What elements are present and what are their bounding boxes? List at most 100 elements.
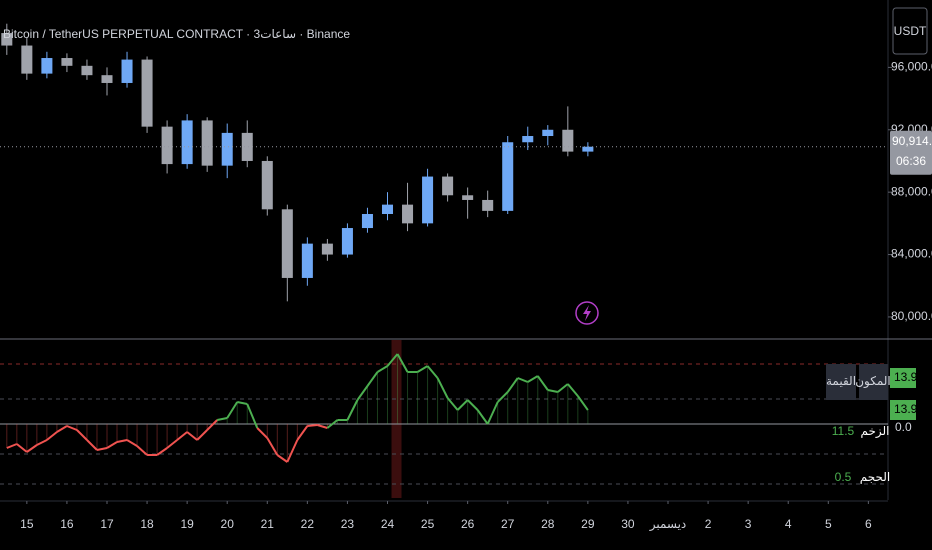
candle-body (221, 132, 233, 166)
oscillator-segment (547, 389, 559, 393)
oscillator-segment (46, 431, 58, 441)
y-tick-label: 84,000.0 (891, 247, 932, 261)
candle-body (41, 58, 53, 74)
table-header: المكون (855, 374, 891, 389)
oscillator-segment (536, 375, 549, 391)
indicator-pane (0, 340, 888, 498)
x-tick-label: 5 (825, 517, 832, 531)
x-tick-label: 15 (20, 517, 34, 531)
candle-body (462, 195, 474, 200)
candle-body (422, 176, 434, 224)
oscillator-segment (226, 401, 239, 419)
candle-body (61, 58, 73, 66)
x-tick-label: 2 (705, 517, 712, 531)
candle-body (121, 59, 133, 83)
candle-body (402, 204, 414, 224)
x-tick-label: ديسمبر (649, 517, 687, 532)
oscillator-segment (386, 353, 399, 367)
currency-label[interactable]: USDT (894, 24, 927, 38)
candle-body (21, 45, 33, 74)
candle-body (542, 129, 554, 137)
candle-body (81, 65, 93, 76)
candle-body (361, 213, 373, 229)
oscillator-segment (16, 443, 28, 453)
oscillator-segment (266, 437, 279, 456)
oscillator-segment (496, 391, 509, 403)
oscillator-segment (76, 429, 88, 441)
oscillator-segment (326, 419, 339, 429)
candle-body (482, 199, 494, 211)
axis-label: 13.9 (894, 402, 918, 416)
currency-button[interactable] (892, 7, 928, 55)
x-tick-label: 23 (341, 517, 355, 531)
table-name: الحجم (860, 470, 890, 484)
oscillator-segment (417, 365, 429, 373)
axis-label-box (890, 400, 916, 420)
oscillator-segment (517, 377, 529, 383)
oscillator-segment (237, 401, 248, 405)
countdown: 06:36 (896, 154, 926, 168)
oscillator-segment (196, 429, 208, 441)
oscillator-segment (346, 399, 359, 421)
alert-bolt[interactable] (583, 305, 591, 321)
oscillator-segment (206, 419, 218, 431)
table-value: 11.5 (832, 424, 855, 438)
oscillator-segment (577, 395, 589, 411)
candle-body (442, 176, 454, 196)
oscillator-segment (156, 447, 168, 456)
candle-body (562, 129, 574, 152)
oscillator-segment (96, 447, 108, 451)
oscillator-segment (136, 445, 148, 456)
oscillator-segment (176, 431, 188, 441)
candle-body (241, 132, 253, 161)
axis-label: 0.0 (895, 420, 912, 434)
table-value: 0.5 (835, 470, 852, 484)
x-tick-label: 28 (541, 517, 555, 531)
oscillator-segment (256, 427, 268, 439)
oscillator-segment (126, 439, 138, 447)
oscillator-segment (66, 425, 78, 431)
table-header-cell (826, 364, 856, 400)
right-labels: 80,000.084,000.088,000.092,000.096,000.0… (890, 60, 932, 434)
x-tick-label: 6 (865, 517, 872, 531)
candle-body (141, 59, 153, 127)
oscillator-segment (446, 397, 459, 411)
x-tick-label: 25 (421, 517, 435, 531)
table-name: الزخم (860, 424, 889, 439)
x-tick-label: 21 (261, 517, 275, 531)
candle-body (341, 228, 353, 255)
y-tick-label: 96,000.0 (891, 60, 932, 74)
chart-title: Bitcoin / TetherUS PERPETUAL CONTRACT · … (3, 27, 350, 41)
candle-body (321, 243, 333, 255)
oscillator-segment (486, 401, 499, 425)
candle-body (101, 75, 113, 83)
oscillator-segment (276, 454, 288, 463)
oscillator-segment (396, 353, 409, 373)
oscillator-segment (26, 444, 38, 453)
candle-body (301, 243, 313, 278)
oscillator-segment (436, 377, 449, 399)
oscillator-segment (567, 383, 579, 397)
signal-highlight (391, 340, 402, 498)
oscillator-segment (166, 439, 178, 449)
x-tick-label: 29 (581, 517, 595, 531)
candle-body (582, 146, 594, 152)
oscillator-segment (456, 399, 469, 411)
oscillator-segment (116, 439, 128, 443)
oscillator-segment (366, 371, 379, 387)
oscillator-segment (317, 424, 328, 429)
alert-icon[interactable] (575, 301, 599, 325)
x-tick-label: 26 (461, 517, 475, 531)
last-price-label: 90,914.4 (892, 134, 932, 148)
candle-body (381, 204, 394, 214)
candle-body (181, 120, 193, 165)
candle-body (281, 209, 293, 278)
oscillator-segment (476, 409, 489, 425)
x-tick-label: 17 (100, 517, 114, 531)
candle-body (522, 136, 534, 143)
candle-body (261, 160, 273, 210)
axis-label: 13.9 (894, 370, 918, 384)
oscillator-segment (86, 439, 98, 451)
alert-circle[interactable] (575, 301, 599, 325)
